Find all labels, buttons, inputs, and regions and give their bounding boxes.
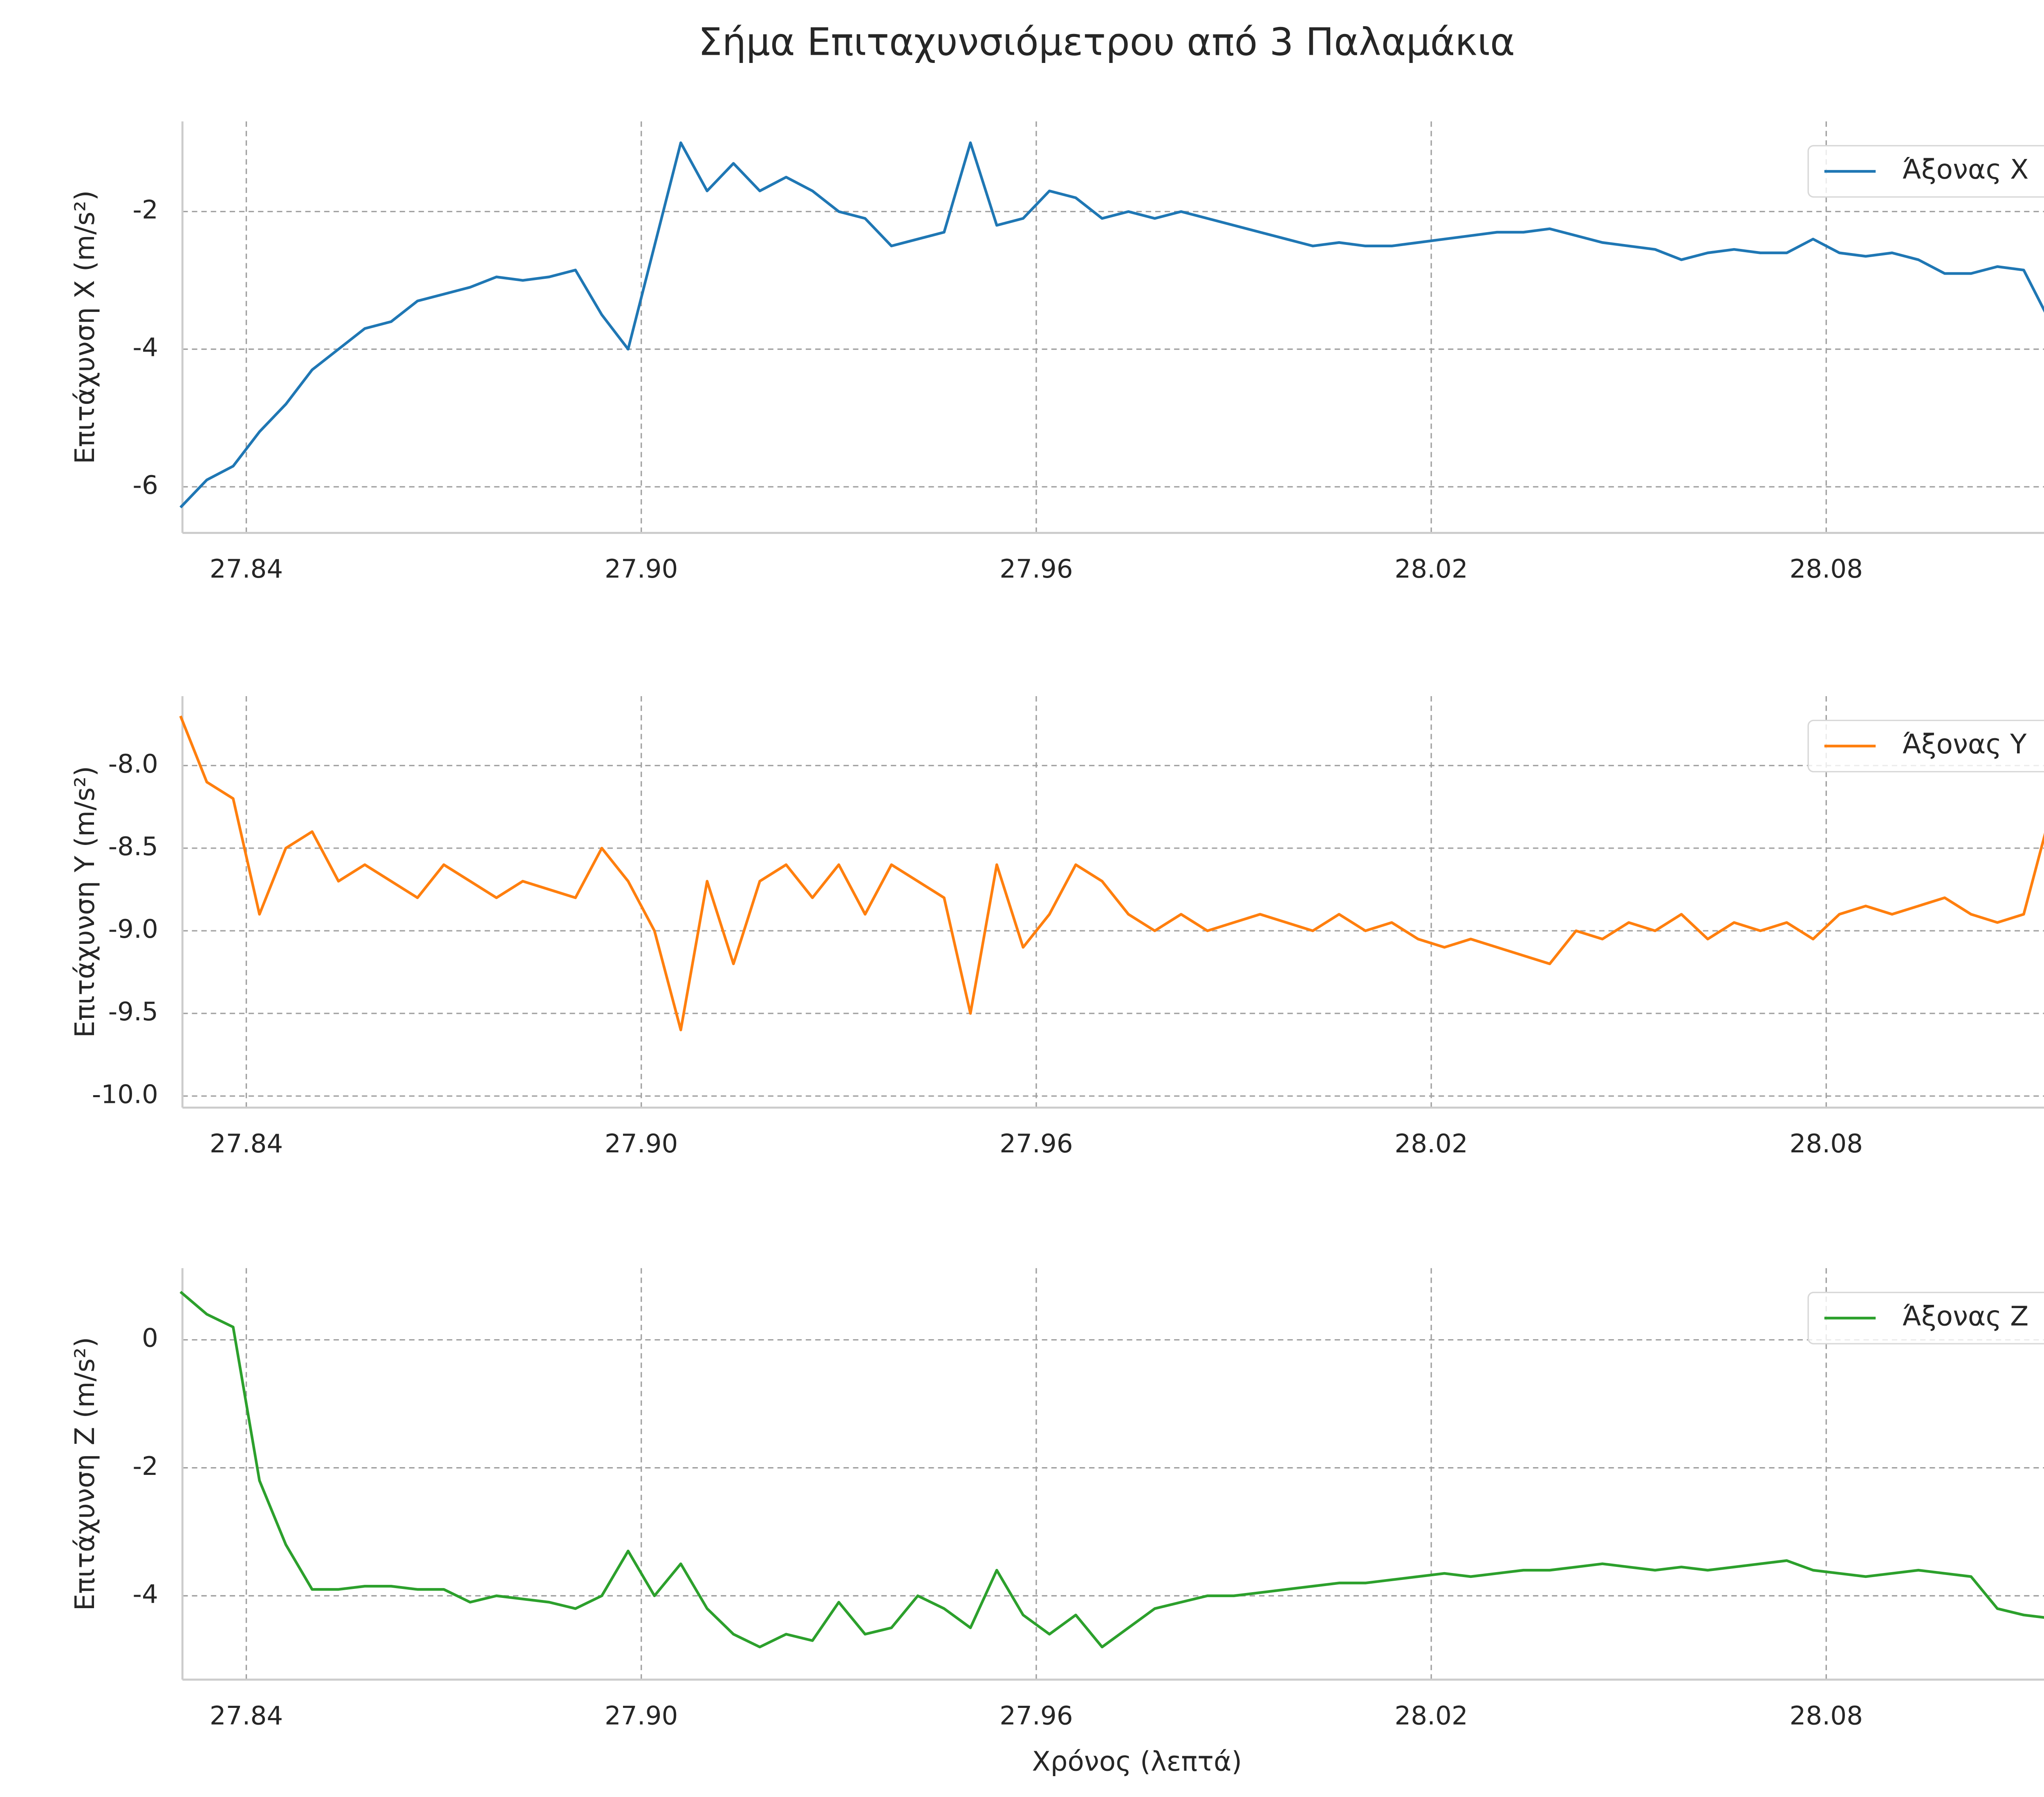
x-tick-label: 28.02 (1394, 554, 1468, 584)
x-tick-label: 28.08 (1790, 1701, 1863, 1730)
y-tick-label: -9.5 (108, 997, 158, 1026)
subplot: 27.84 27.90 27.96 28.02 28.08 -10.0 -9.5 -9.0 -8… (69, 696, 2044, 1158)
y-tick-label: -2 (132, 1451, 158, 1481)
y-tick-label: -8.0 (108, 749, 158, 779)
data-line (179, 715, 2044, 1031)
x-tick-label: 27.90 (605, 1129, 678, 1158)
x-tick-label: 27.84 (210, 1129, 283, 1158)
x-tick-label: 27.96 (1000, 1701, 1073, 1730)
y-tick-label: -8.5 (108, 831, 158, 861)
y-axis-label: Επιτάχυνση X (m/s²) (69, 190, 101, 464)
legend-box (1807, 1292, 2044, 1344)
y-axis-label: Επιτάχυνση Z (m/s²) (69, 1337, 101, 1611)
data-line (179, 141, 2044, 509)
figure-title: Σήμα Επιταχυνσιόμετρου από 3 Παλαμάκια (698, 20, 1515, 64)
y-tick-label: -9.0 (108, 914, 158, 944)
y-axis-label: Επιτάχυνση Y (m/s²) (69, 766, 101, 1038)
y-tick-label: -4 (132, 1579, 158, 1609)
subplot: 27.84 27.90 27.96 28.02 28.08 -4 -2 0 Επιτάχυνση… (69, 1268, 2044, 1777)
x-tick-label: 27.84 (210, 1701, 283, 1730)
x-tick-label: 27.96 (1000, 1129, 1073, 1158)
subplot: 27.84 27.90 27.96 28.02 28.08 -6 -4 -2 Επιτάχυνσ… (69, 121, 2044, 584)
x-tick-label: 27.90 (605, 1701, 678, 1730)
legend-box (1807, 719, 2044, 773)
y-tick-label: 0 (142, 1323, 158, 1353)
data-line (179, 1291, 2044, 1649)
legend-label: Άξονας Y (1903, 728, 2027, 760)
x-tick-label: 27.96 (1000, 554, 1073, 584)
x-tick-label: 28.08 (1790, 554, 1863, 584)
x-tick-label: 28.02 (1394, 1701, 1468, 1730)
x-tick-label: 27.84 (210, 554, 283, 584)
x-tick-label: 28.02 (1394, 1129, 1468, 1158)
x-axis-label: Χρόνος (λεπτά) (1032, 1746, 1242, 1777)
x-tick-label: 28.08 (1790, 1129, 1863, 1158)
y-tick-label: -10.0 (92, 1079, 158, 1109)
legend-label: Άξονας Z (1903, 1300, 2028, 1332)
legend-box (1807, 145, 2044, 198)
legend-label: Άξονας X (1903, 154, 2028, 185)
y-tick-label: -4 (132, 332, 158, 362)
y-tick-label: -6 (132, 470, 158, 500)
x-tick-label: 27.90 (605, 554, 678, 584)
y-tick-label: -2 (132, 195, 158, 225)
